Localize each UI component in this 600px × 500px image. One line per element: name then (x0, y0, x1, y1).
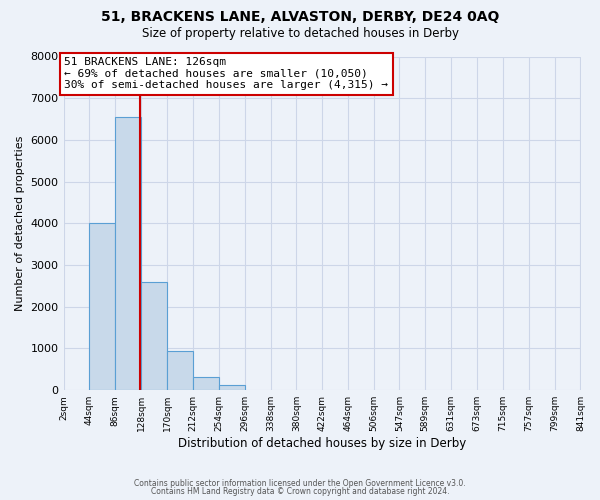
Text: Contains HM Land Registry data © Crown copyright and database right 2024.: Contains HM Land Registry data © Crown c… (151, 487, 449, 496)
Text: 51, BRACKENS LANE, ALVASTON, DERBY, DE24 0AQ: 51, BRACKENS LANE, ALVASTON, DERBY, DE24… (101, 10, 499, 24)
Text: 51 BRACKENS LANE: 126sqm
← 69% of detached houses are smaller (10,050)
30% of se: 51 BRACKENS LANE: 126sqm ← 69% of detach… (64, 57, 388, 90)
Bar (115, 117, 141, 390)
Bar (193, 377, 219, 390)
Bar (219, 385, 245, 390)
Y-axis label: Number of detached properties: Number of detached properties (15, 136, 25, 311)
Text: Contains public sector information licensed under the Open Government Licence v3: Contains public sector information licen… (134, 478, 466, 488)
Text: Size of property relative to detached houses in Derby: Size of property relative to detached ho… (142, 28, 458, 40)
X-axis label: Distribution of detached houses by size in Derby: Distribution of detached houses by size … (178, 437, 466, 450)
Bar (89, 224, 115, 390)
Bar (141, 282, 167, 390)
Bar (167, 350, 193, 390)
